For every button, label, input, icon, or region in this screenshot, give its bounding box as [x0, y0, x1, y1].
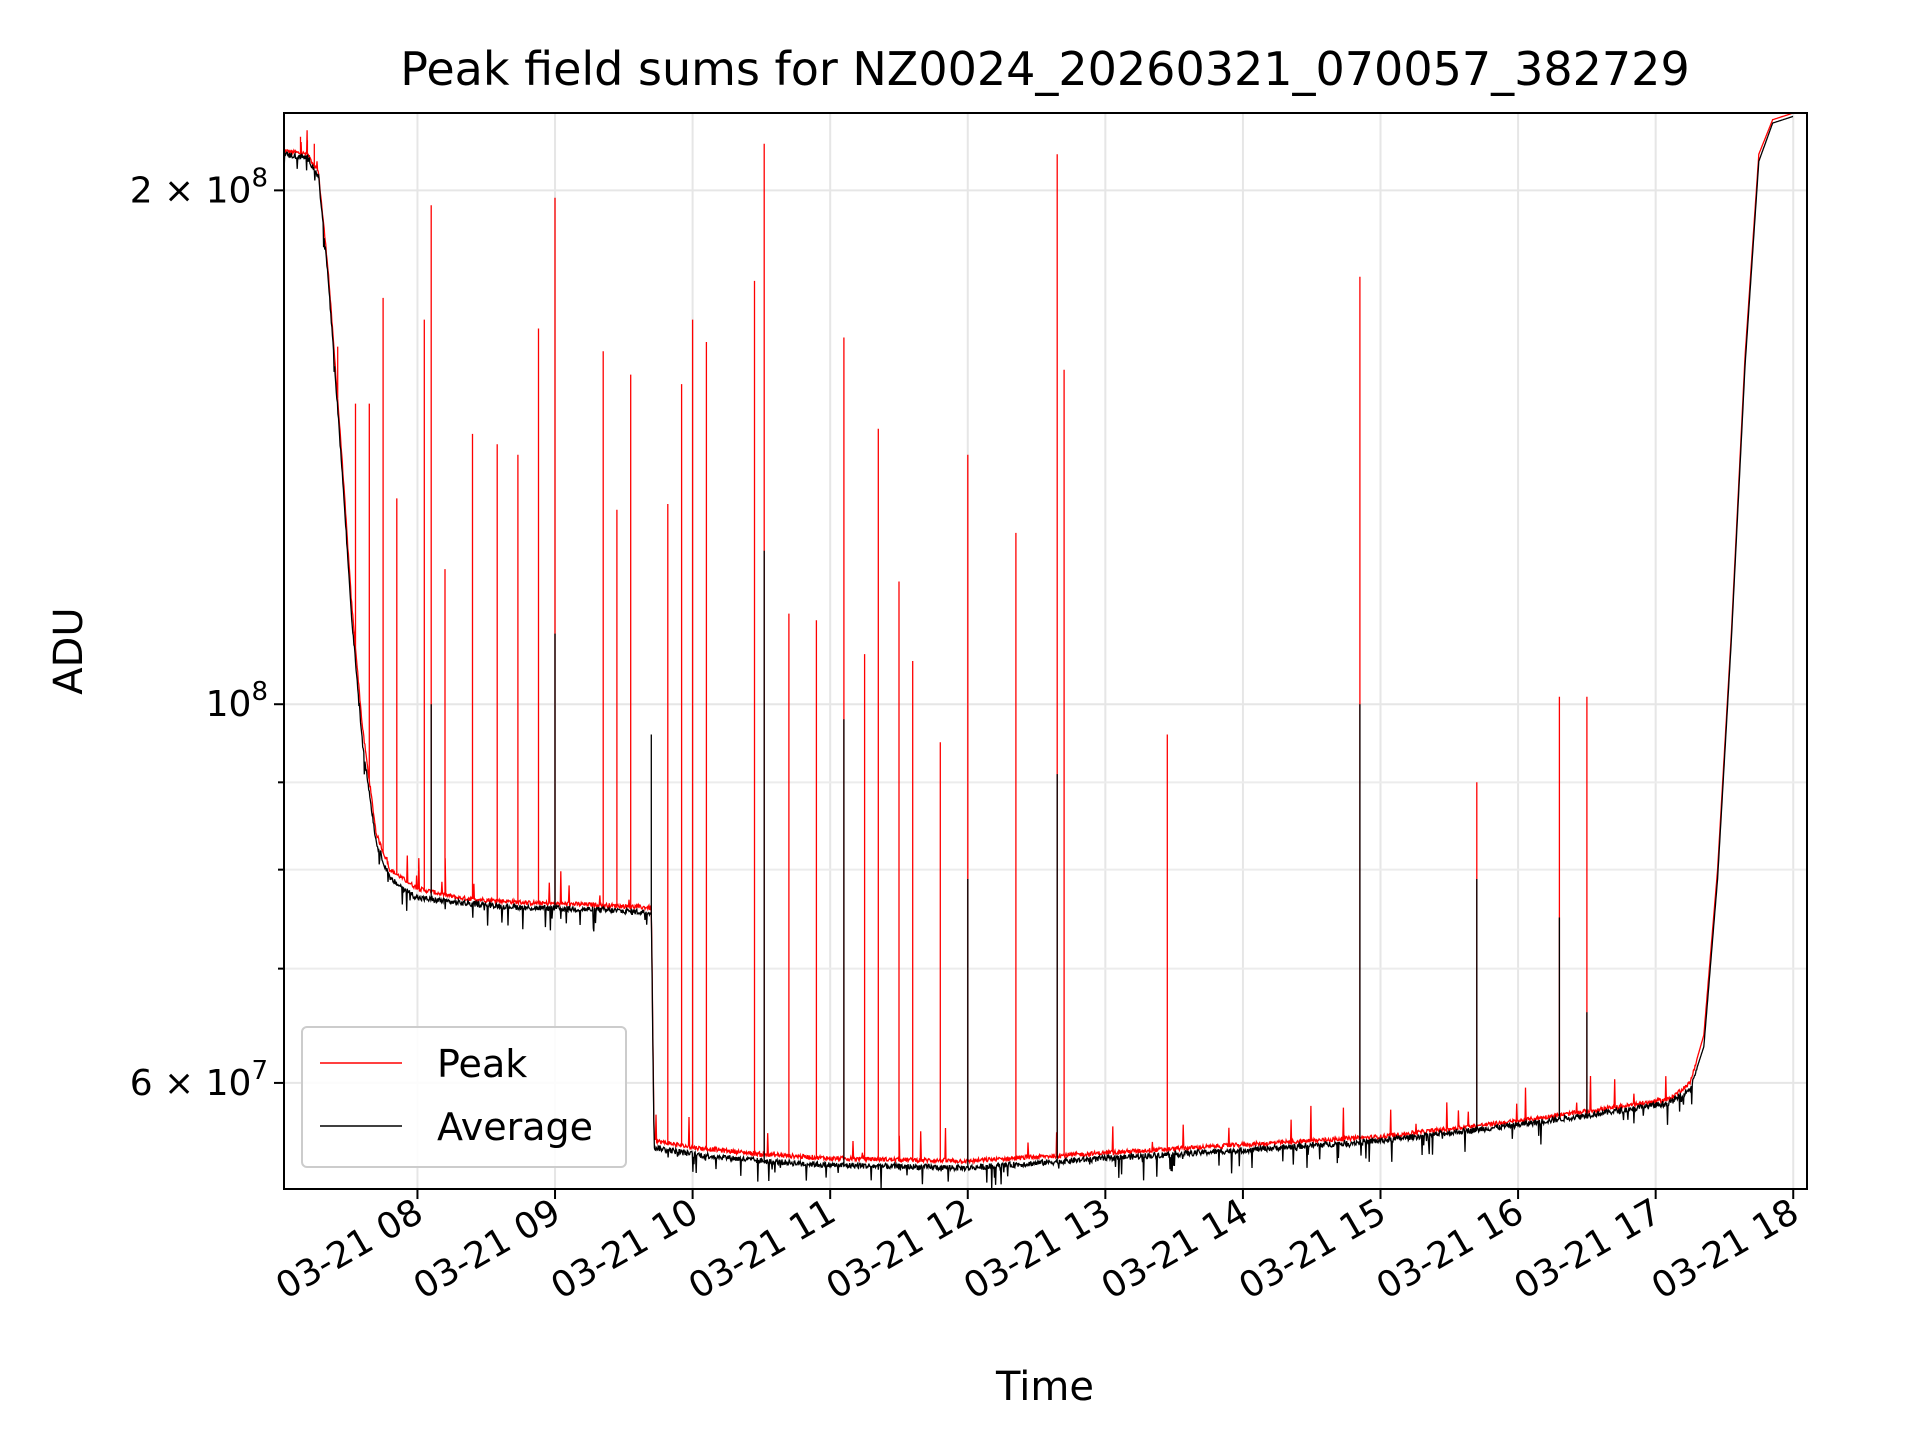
- series-line-peak: [283, 112, 1794, 1165]
- plot-frame: [283, 112, 1808, 1190]
- y-tick-label: 6 × 107: [130, 1056, 268, 1104]
- y-tick-label: 2 × 108: [130, 163, 268, 211]
- grid: [284, 113, 1807, 1189]
- y-tick-exponent: 8: [251, 677, 268, 707]
- legend-label-peak: Peak: [437, 1042, 527, 1086]
- legend: Peak Average: [301, 1026, 627, 1168]
- legend-label-average: Average: [437, 1105, 593, 1149]
- y-tick-mantissa: 2: [130, 170, 153, 211]
- y-tick-exponent: 7: [251, 1056, 268, 1086]
- y-tick-base: 10: [206, 684, 252, 725]
- y-tick-times: × 10: [153, 1063, 252, 1104]
- legend-box: [301, 1026, 627, 1168]
- plot-series: [283, 112, 1794, 1190]
- y-tick-exponent: 8: [251, 163, 268, 193]
- x-axis-label: Time: [995, 1364, 1094, 1410]
- chart-title: Peak field sums for NZ0024_20260321_0700…: [400, 42, 1689, 96]
- y-tick-label: 108: [206, 677, 268, 725]
- y-tick-mantissa: 6: [130, 1063, 153, 1104]
- y-axis-label: ADU: [46, 607, 92, 694]
- series-line-average: [283, 115, 1794, 1190]
- y-tick-times: × 10: [153, 170, 252, 211]
